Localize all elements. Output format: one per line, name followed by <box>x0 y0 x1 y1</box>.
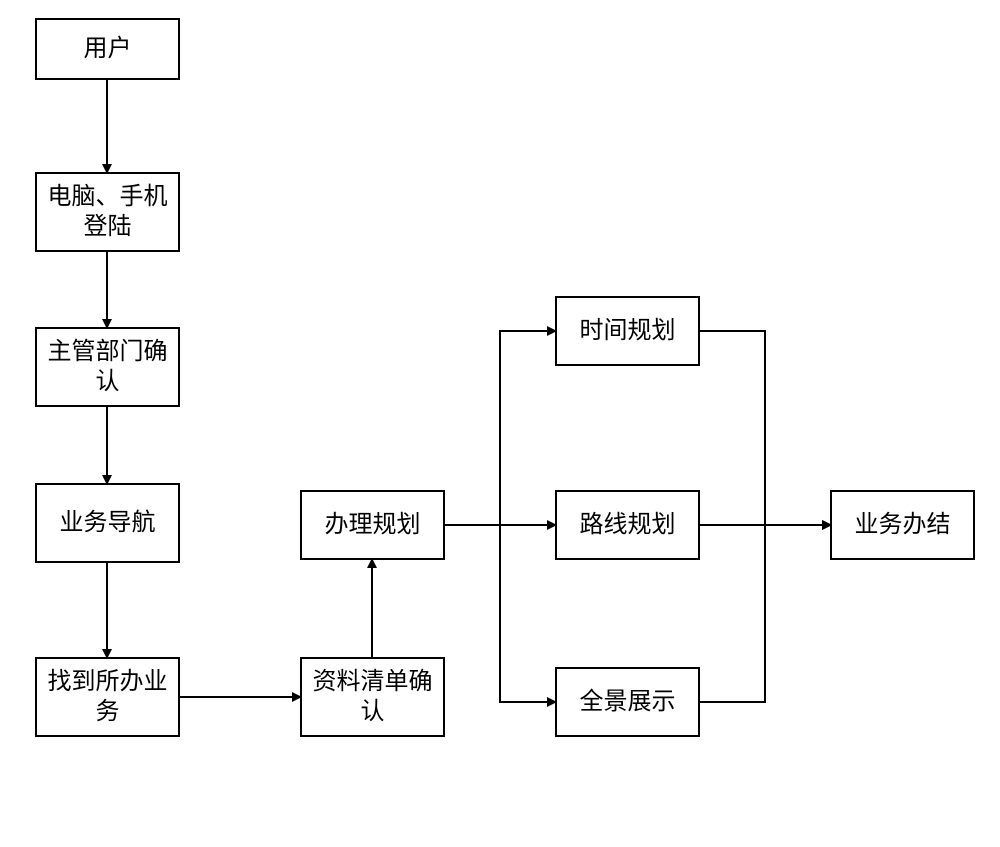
node-label: 资料清单确认 <box>306 667 439 727</box>
edge-plan-to-time_plan <box>445 331 555 525</box>
node-done: 业务办结 <box>830 490 975 560</box>
node-label: 找到所办业务 <box>41 667 174 727</box>
node-plan: 办理规划 <box>300 490 445 560</box>
node-label: 全景展示 <box>580 687 676 717</box>
flowchart-canvas: 用户电脑、手机登陆主管部门确认业务导航找到所办业务 资料清单确认 办理规划 时间规划路… <box>0 0 1000 847</box>
node-user: 用户 <box>35 18 180 80</box>
edge-panorama-to-done <box>700 525 830 702</box>
edge-plan-to-panorama <box>445 525 555 702</box>
node-label: 业务导航 <box>60 508 156 538</box>
node-label: 电脑、手机登陆 <box>41 182 174 242</box>
node-panorama: 全景展示 <box>555 667 700 737</box>
node-label: 办理规划 <box>325 510 421 540</box>
node-biz_nav: 业务导航 <box>35 483 180 563</box>
edge-time_plan-to-done <box>700 331 830 525</box>
node-label: 用户 <box>84 34 132 64</box>
node-label: 主管部门确认 <box>41 337 174 397</box>
node-time_plan: 时间规划 <box>555 296 700 366</box>
node-route_plan: 路线规划 <box>555 490 700 560</box>
node-doc_confirm: 资料清单确认 <box>300 657 445 737</box>
node-find_biz: 找到所办业务 <box>35 657 180 737</box>
node-confirm_dept: 主管部门确认 <box>35 327 180 407</box>
node-label: 时间规划 <box>580 316 676 346</box>
node-label: 业务办结 <box>855 510 951 540</box>
node-label: 路线规划 <box>580 510 676 540</box>
node-login: 电脑、手机登陆 <box>35 172 180 252</box>
